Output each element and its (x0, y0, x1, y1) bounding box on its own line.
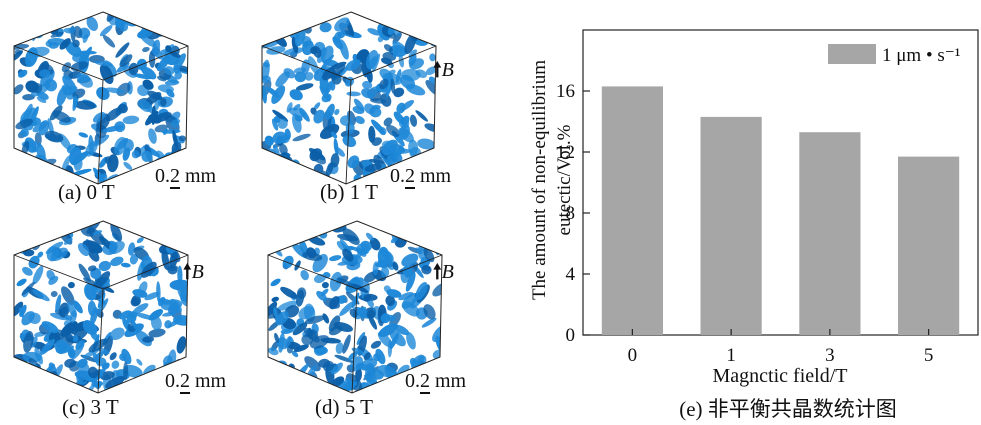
bar (700, 116, 762, 336)
x-axis-label: Magnctic field/T (713, 365, 848, 387)
eutectic-cube-image (13, 11, 189, 185)
field-label: B (441, 59, 454, 81)
magnetic-field-indicator: 🠕B (433, 257, 454, 291)
legend: 1 μm • s⁻¹ (828, 44, 961, 66)
y-tick-label: 4 (566, 264, 576, 285)
panel-caption: (c) 3 T (62, 395, 119, 419)
bar (601, 86, 663, 336)
scale-text: 0.2 mm (390, 165, 452, 189)
plot-frame (582, 29, 979, 336)
scale-label: 0.2 mm (405, 370, 467, 394)
scale-text: 0.2 mm (405, 370, 467, 394)
panel-d: 🠕B 0.2 mm (d) 5 T (250, 215, 510, 425)
up-arrow-icon: 🠕 (433, 59, 442, 81)
scale-bar: 2 (420, 370, 430, 394)
y-tick-label: 8 (566, 203, 576, 224)
y-axis-label-line2: eutectic/Vol.% (554, 124, 575, 235)
y-tick-label: 12 (556, 142, 575, 163)
x-tick-label: 1 (726, 345, 736, 366)
panel-c: 🠕B 0.2 mm (c) 3 T (0, 215, 250, 425)
scale-label: 0.2 mm (155, 165, 217, 189)
scale-label: 0.2 mm (390, 165, 452, 189)
x-tick-label: 0 (628, 345, 638, 366)
eutectic-bar-chart: The amount of non-equilibrium eutectic/V… (529, 29, 979, 421)
bar (799, 132, 861, 335)
magnetic-field-indicator: 🠕B (183, 257, 204, 291)
field-label: B (441, 261, 454, 283)
y-tick-label: 0 (566, 325, 576, 346)
y-axis-label-line1: The amount of non-equilibrium (529, 60, 550, 300)
bar-series (601, 86, 960, 336)
up-arrow-icon: 🠕 (183, 261, 192, 283)
y-tick-label: 16 (556, 81, 575, 102)
bar (898, 156, 960, 335)
x-tick-label: 5 (924, 345, 934, 366)
x-tick-label: 3 (825, 345, 835, 366)
scale-text: 0.2 mm (155, 165, 217, 189)
scale-text: 0.2 mm (165, 370, 227, 394)
panel-caption: (b) 1 T (320, 180, 378, 204)
scale-bar: 2 (405, 165, 415, 189)
scale-label: 0.2 mm (165, 370, 227, 394)
up-arrow-icon: 🠕 (433, 261, 442, 283)
chart-caption: (e) 非平衡共晶数统计图 (679, 397, 897, 421)
panel-a: 0.2 mm (a) 0 T (0, 0, 250, 210)
scale-bar: 2 (170, 165, 180, 189)
eutectic-cube-image (13, 220, 189, 394)
scale-bar: 2 (180, 370, 190, 394)
legend-label: 1 μm • s⁻¹ (882, 45, 961, 66)
x-axis-ticks: 0 1 3 5 (628, 329, 934, 366)
eutectic-cube-image (267, 220, 443, 394)
y-axis-label: The amount of non-equilibrium eutectic/V… (529, 60, 575, 300)
field-label: B (191, 261, 204, 283)
eutectic-cube-image (261, 11, 437, 185)
panel-caption: (a) 0 T (58, 180, 115, 204)
panel-caption: (d) 5 T (315, 395, 373, 419)
panel-b: 🠕B 0.2 mm (b) 1 T (250, 0, 510, 210)
y-axis-ticks: 0 4 8 12 16 (556, 81, 590, 346)
legend-swatch (828, 44, 876, 64)
magnetic-field-indicator: 🠕B (433, 55, 454, 89)
